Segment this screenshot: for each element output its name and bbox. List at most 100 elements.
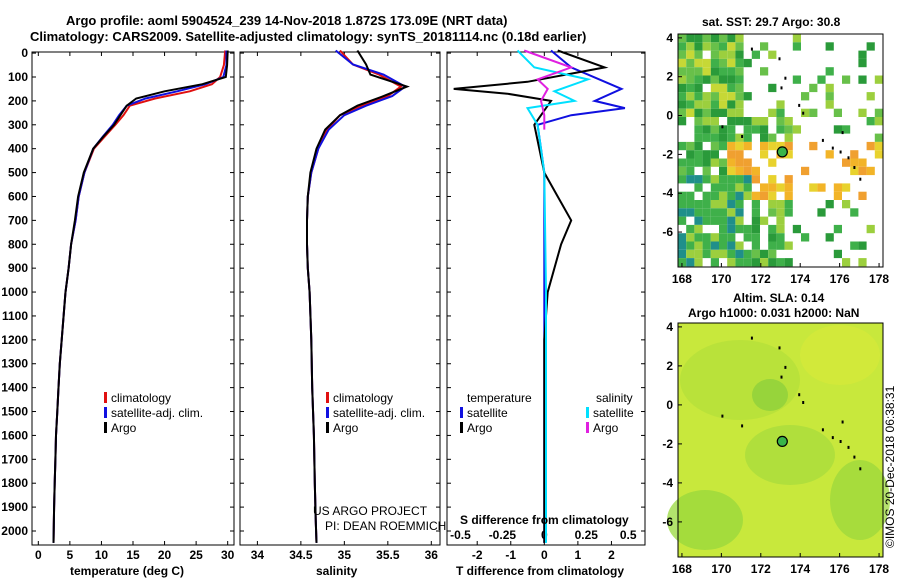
sst-cell [727, 175, 736, 184]
sst-cell [719, 133, 728, 142]
map-x-tick-label: 176 [830, 562, 850, 576]
sst-cell [719, 83, 728, 93]
map-x-tick-label: 174 [790, 272, 810, 286]
sst-cell [710, 50, 719, 59]
sst-cell [710, 158, 719, 167]
y-tick-label: 1800 [1, 476, 28, 490]
header-line1: Argo profile: aoml 5904524_239 14-Nov-20… [66, 13, 508, 28]
sst-cell [825, 83, 834, 93]
sst-cell [735, 191, 744, 200]
sst-map-cells [678, 34, 883, 267]
island [841, 420, 844, 424]
sst-cell [678, 241, 687, 250]
sst-cell [702, 58, 711, 68]
sst-cell [842, 75, 851, 84]
sst-cell [694, 50, 703, 59]
sla-blob [752, 379, 788, 411]
sst-cell [710, 249, 719, 259]
sla-map-subtitle: Argo h1000: 0.031 h2000: NaN [688, 306, 859, 320]
sst-cell [719, 216, 728, 225]
salinity-frame [239, 51, 441, 546]
sst-cell [784, 200, 793, 209]
sst-cell [719, 200, 728, 209]
sst-cell [850, 241, 859, 250]
sst-cell [743, 58, 752, 68]
sst-cell [686, 92, 695, 101]
sst-cell [719, 50, 728, 59]
sst-cell [727, 141, 736, 151]
sst-cell [768, 83, 777, 93]
sst-cell [686, 224, 695, 234]
sst-cell [686, 258, 695, 267]
sst-cell [686, 249, 695, 259]
sst-cell [727, 258, 736, 267]
sst-cell [702, 67, 711, 76]
sst-cell [678, 249, 687, 259]
sst-cell [768, 108, 777, 117]
sst-cell [678, 67, 687, 76]
sst-cell [719, 92, 728, 101]
sst-cell [784, 125, 793, 134]
sst-cell [866, 42, 875, 51]
x-tick-label: 34 [251, 548, 265, 562]
sst-cell [858, 241, 867, 250]
x-tick-label: 25 [189, 548, 203, 562]
sst-cell [719, 166, 728, 176]
sst-cell [678, 50, 687, 59]
sst-cell [735, 100, 744, 109]
header-line2: Climatology: CARS2009. Satellite-adjuste… [30, 29, 586, 44]
sst-cell [776, 183, 785, 192]
island [853, 455, 856, 459]
sst-cell [842, 158, 851, 167]
sst-cell [694, 125, 703, 134]
map-x-tick-label: 174 [790, 562, 810, 576]
sst-cell [710, 141, 719, 151]
sst-cell [719, 75, 728, 84]
argo-float-marker [776, 146, 788, 158]
sst-cell [694, 92, 703, 101]
map-x-tick-label: 176 [830, 272, 850, 286]
sst-cell [776, 117, 785, 126]
sst-cell [702, 125, 711, 134]
island [831, 146, 834, 150]
y-tick-label: 1300 [1, 357, 28, 371]
sla-blob [800, 325, 880, 385]
sst-cell [735, 183, 744, 192]
sst-cell [710, 125, 719, 134]
sst-cell [833, 183, 842, 192]
sst-cell [784, 150, 793, 159]
island [741, 135, 744, 138]
island [741, 424, 744, 428]
sst-cell [751, 241, 760, 250]
sst-cell [710, 34, 719, 43]
sst-cell [768, 249, 777, 259]
map-y-tick-label: 0 [666, 109, 673, 123]
y-tick-label: 1700 [1, 452, 28, 466]
sst-cell [743, 141, 752, 151]
sst-cell [702, 200, 711, 209]
difference-x2label: S difference from climatology [460, 513, 629, 527]
sst-cell [760, 133, 769, 142]
sst-cell [751, 191, 760, 200]
sst-cell [776, 233, 785, 242]
map-y-tick-label: 2 [666, 359, 673, 373]
sst-cell [735, 50, 744, 59]
salinity-lines [306, 49, 410, 543]
sst-cell [694, 83, 703, 93]
y-tick-label: 1500 [1, 405, 28, 419]
sal-legend-satellite-swatch [326, 407, 329, 418]
sst-cell [686, 233, 695, 242]
sst-cell [710, 75, 719, 84]
sst-cell [702, 75, 711, 84]
sst-cell [710, 241, 719, 250]
island [798, 103, 801, 107]
sst-cell [735, 158, 744, 167]
island [821, 138, 824, 142]
sst-cell [686, 83, 695, 93]
island [841, 131, 844, 135]
map-y-tick-label: -4 [662, 186, 673, 200]
sst-cell [678, 117, 687, 126]
sst-cell [702, 233, 711, 242]
x-tick-label: 15 [126, 548, 140, 562]
sst-cell [694, 108, 703, 117]
